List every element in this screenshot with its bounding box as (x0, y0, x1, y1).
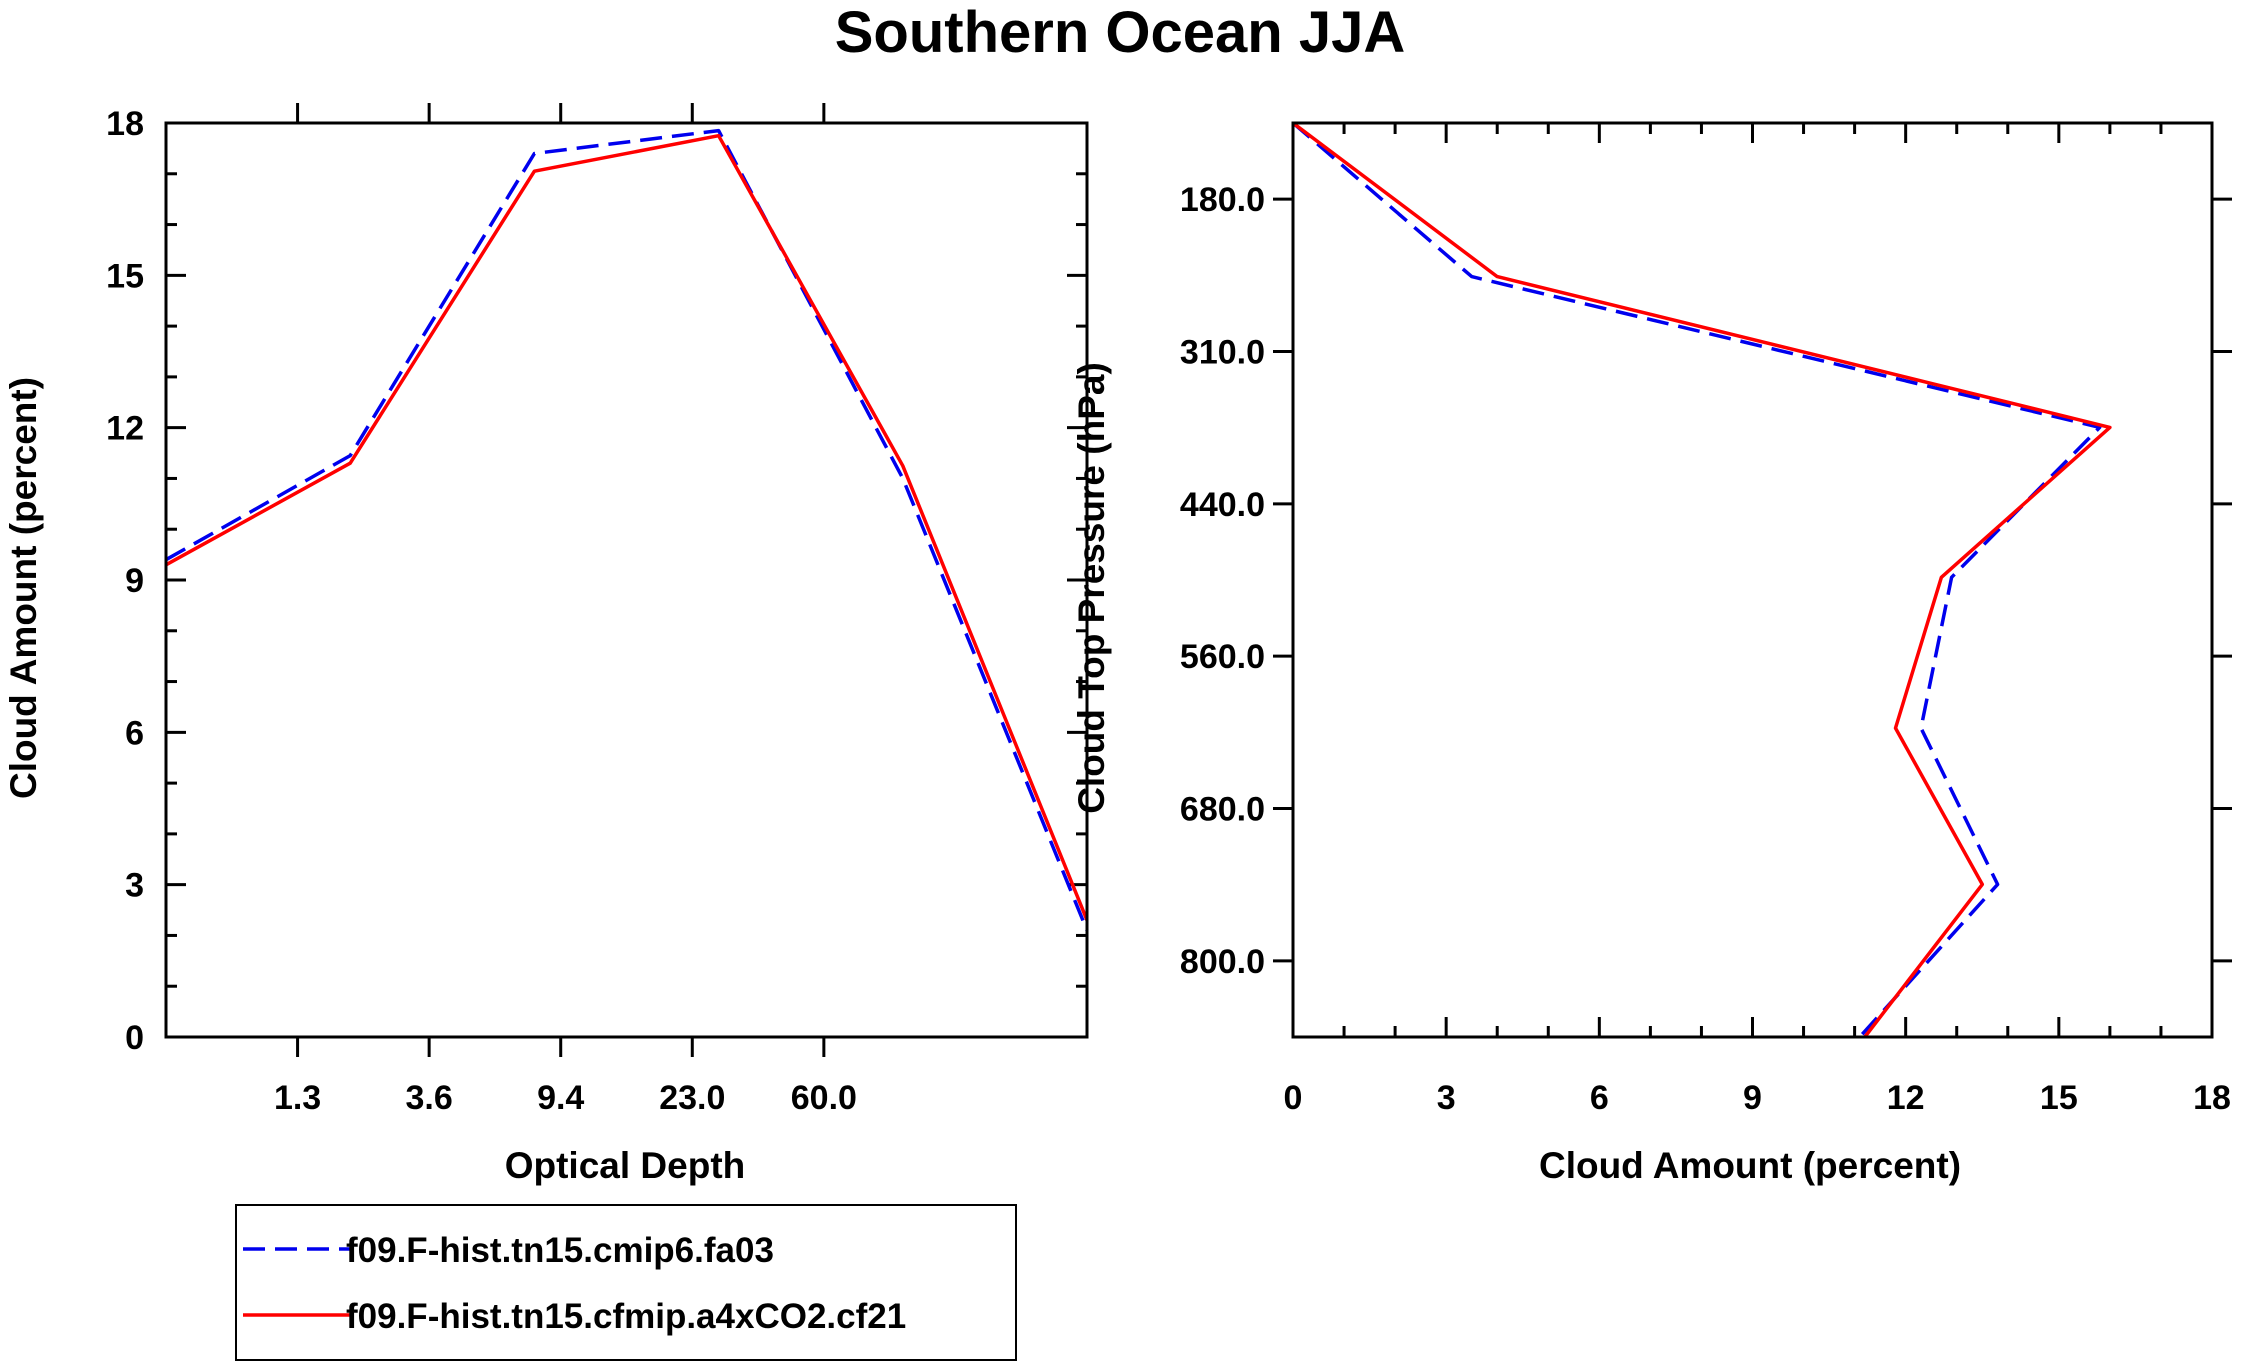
right-y-tick-label: 440.0 (1180, 486, 1265, 524)
right-y-tick-label: 800.0 (1180, 943, 1265, 981)
left-y-tick-label: 3 (125, 867, 144, 905)
right-x-tick-label: 6 (1590, 1079, 1609, 1117)
right-x-tick-label: 15 (2040, 1079, 2078, 1117)
left-x-tick-labels: 1.3 3.6 9.4 23.0 60.0 (274, 1079, 857, 1117)
left-y-tick-label: 15 (106, 257, 144, 295)
chart-title: Southern Ocean JJA (835, 0, 1405, 65)
left-y-tick-label: 0 (125, 1019, 144, 1057)
right-x-tick-label: 18 (2193, 1079, 2231, 1117)
right-x-tick-label: 12 (1887, 1079, 1925, 1117)
right-x-tick-label: 9 (1743, 1079, 1762, 1117)
right-y-tick-labels: 180.0 310.0 440.0 560.0 680.0 800.0 (1180, 181, 1265, 981)
legend-box (235, 1204, 1017, 1361)
left-x-tick-label: 23.0 (659, 1079, 725, 1117)
left-y-axis-label: Cloud Amount (percent) (3, 377, 44, 799)
left-y-tick-labels: 0 3 6 9 12 15 18 (106, 105, 144, 1057)
right-y-tick-label: 560.0 (1180, 638, 1265, 676)
left-panel: 0 3 6 9 12 15 18 1.3 3.6 9.4 23.0 60.0 Optical Dep… (3, 103, 1089, 1186)
right-x-tick-label: 3 (1437, 1079, 1456, 1117)
left-y-tick-label: 18 (106, 105, 144, 143)
right-x-axis-label: Cloud Amount (percent) (1539, 1145, 1961, 1186)
left-y-tick-label: 9 (125, 562, 144, 600)
right-ticks (1273, 123, 2232, 1037)
left-x-tick-label: 3.6 (406, 1079, 453, 1117)
left-series-line-red (165, 133, 1089, 921)
right-x-tick-label: 0 (1284, 1079, 1303, 1117)
left-y-tick-label: 6 (125, 714, 144, 752)
right-y-tick-label: 310.0 (1180, 334, 1265, 372)
left-series (165, 128, 1089, 932)
right-series-line-red (1291, 121, 2112, 1039)
right-x-tick-labels: 0 3 6 9 12 15 18 (1284, 1079, 2231, 1117)
legend-label: f09.F-hist.tn15.cmip6.fa03 (346, 1231, 774, 1270)
legend: f09.F-hist.tn15.cmip6.fa03 f09.F-hist.tn… (235, 1204, 1017, 1361)
right-y-tick-label: 180.0 (1180, 181, 1265, 219)
left-series-line-blue (165, 128, 1089, 932)
legend-label: f09.F-hist.tn15.cfmip.a4xCO2.cf21 (346, 1297, 906, 1336)
left-plot-frame (164, 121, 1089, 1039)
left-x-tick-label: 60.0 (791, 1079, 857, 1117)
right-y-tick-label: 680.0 (1180, 791, 1265, 829)
right-plot-frame (1291, 121, 2214, 1039)
right-panel: 180.0 310.0 440.0 560.0 680.0 800.0 0 3 6 9 12 15 1… (1071, 121, 2232, 1186)
left-x-axis-label: Optical Depth (505, 1145, 746, 1186)
right-series (1291, 121, 2112, 1039)
left-x-tick-label: 1.3 (274, 1079, 321, 1117)
right-series-line-blue (1291, 121, 2102, 1039)
right-y-axis-label: Cloud Top Pressure (hPa) (1071, 362, 1112, 814)
left-y-tick-label: 12 (106, 410, 144, 448)
left-x-tick-label: 9.4 (537, 1079, 584, 1117)
